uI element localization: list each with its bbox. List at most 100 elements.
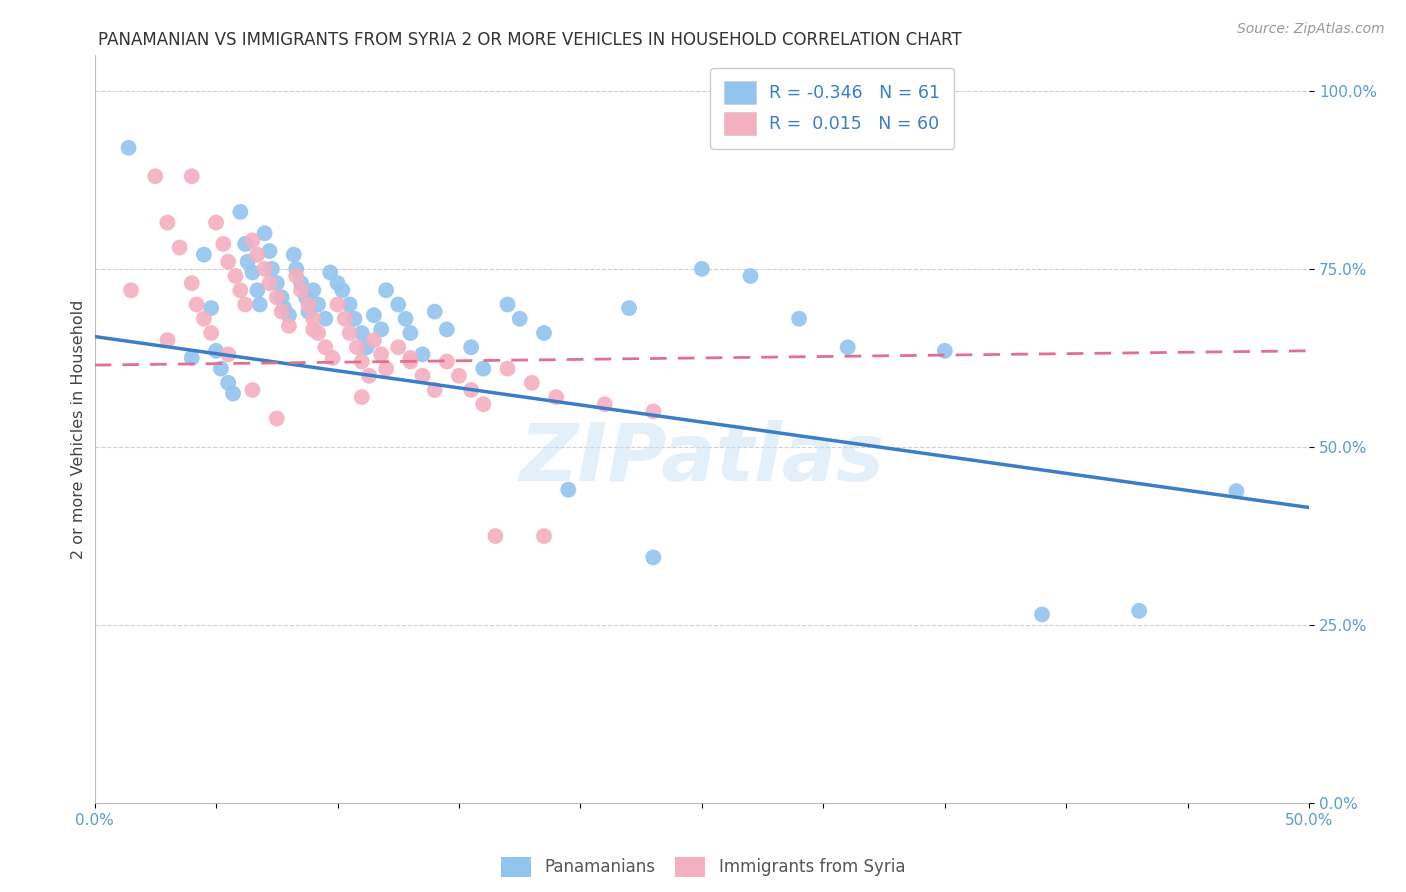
Point [326, 276, 349, 290]
Point [233, 297, 256, 311]
Point [224, 268, 246, 283]
Point [557, 483, 579, 497]
Text: PANAMANIAN VS IMMIGRANTS FROM SYRIA 2 OR MORE VEHICLES IN HOUSEHOLD CORRELATION : PANAMANIAN VS IMMIGRANTS FROM SYRIA 2 OR… [98, 31, 962, 49]
Point [242, 233, 264, 247]
Point [423, 383, 446, 397]
Point [643, 550, 665, 565]
Point [246, 283, 269, 297]
Point [350, 354, 373, 368]
Point [356, 340, 378, 354]
Point [277, 318, 299, 333]
Point [236, 254, 259, 268]
Point [217, 347, 239, 361]
Point [387, 297, 409, 311]
Legend: Panamanians, Immigrants from Syria: Panamanians, Immigrants from Syria [495, 850, 911, 884]
Point [302, 283, 325, 297]
Point [297, 297, 319, 311]
Point [314, 340, 336, 354]
Point [266, 411, 288, 425]
Point [1031, 607, 1053, 622]
Point [533, 529, 555, 543]
Point [322, 351, 344, 365]
Point [375, 283, 398, 297]
Point [302, 311, 325, 326]
Point [229, 283, 252, 297]
Point [117, 141, 139, 155]
Point [509, 311, 531, 326]
Point [520, 376, 543, 390]
Point [740, 268, 762, 283]
Point [370, 322, 392, 336]
Point [690, 261, 713, 276]
Point [330, 283, 353, 297]
Point [1225, 484, 1247, 499]
Point [363, 308, 385, 322]
Point [496, 361, 519, 376]
Point [370, 347, 392, 361]
Point [143, 169, 166, 184]
Point [180, 276, 202, 290]
Point [399, 354, 422, 368]
Point [350, 390, 373, 404]
Point [295, 290, 318, 304]
Text: Source: ZipAtlas.com: Source: ZipAtlas.com [1237, 22, 1385, 37]
Point [460, 340, 482, 354]
Point [346, 340, 368, 354]
Point [447, 368, 470, 383]
Point [259, 244, 281, 258]
Point [180, 169, 202, 184]
Point [229, 205, 252, 219]
Point [314, 311, 336, 326]
Point [186, 297, 208, 311]
Point [350, 326, 373, 340]
Point [643, 404, 665, 418]
Point [363, 333, 385, 347]
Point [156, 216, 179, 230]
Point [307, 326, 329, 340]
Point [343, 311, 366, 326]
Point [934, 343, 956, 358]
Point [472, 397, 495, 411]
Point [193, 311, 215, 326]
Point [339, 297, 361, 311]
Point [283, 247, 305, 261]
Point [266, 290, 288, 304]
Point [217, 376, 239, 390]
Legend: R = -0.346   N = 61, R =  0.015   N = 60: R = -0.346 N = 61, R = 0.015 N = 60 [710, 68, 955, 149]
Point [290, 283, 312, 297]
Point [270, 290, 292, 304]
Point [222, 386, 245, 401]
Point [387, 340, 409, 354]
Point [460, 383, 482, 397]
Point [1128, 604, 1150, 618]
Point [169, 240, 191, 254]
Point [253, 226, 276, 240]
Y-axis label: 2 or more Vehicles in Household: 2 or more Vehicles in Household [72, 300, 86, 559]
Point [359, 368, 381, 383]
Point [472, 361, 495, 376]
Point [394, 311, 416, 326]
Point [200, 326, 222, 340]
Point [787, 311, 810, 326]
Point [436, 354, 458, 368]
Point [399, 326, 422, 340]
Point [297, 304, 319, 318]
Point [246, 247, 269, 261]
Point [837, 340, 859, 354]
Point [253, 261, 276, 276]
Point [260, 261, 283, 276]
Point [423, 304, 446, 318]
Point [193, 247, 215, 261]
Point [249, 297, 271, 311]
Point [217, 254, 239, 268]
Point [399, 351, 422, 365]
Point [285, 261, 308, 276]
Point [205, 216, 228, 230]
Point [285, 268, 308, 283]
Point [212, 236, 235, 251]
Point [307, 297, 329, 311]
Point [302, 322, 325, 336]
Point [273, 301, 295, 315]
Point [266, 276, 288, 290]
Point [180, 351, 202, 365]
